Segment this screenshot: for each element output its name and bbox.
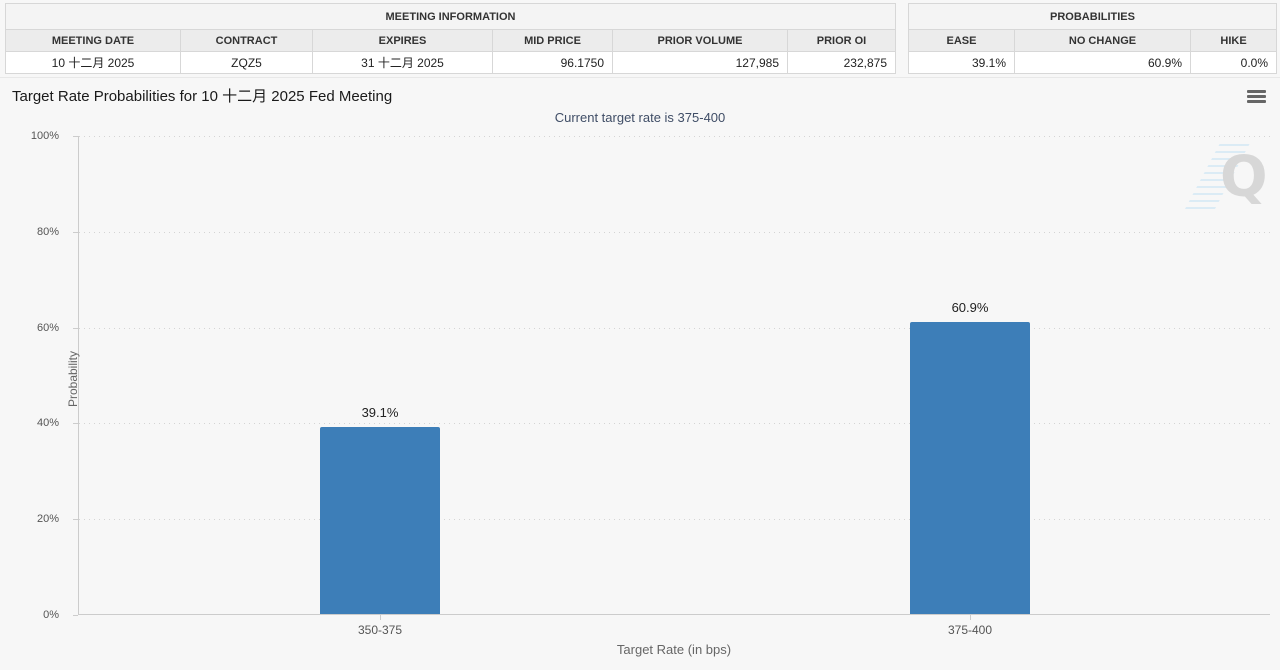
hike-value: 0.0% [1189,51,1278,74]
contract-value: ZQZ5 [180,51,313,74]
ytick-80: 80% [36,225,59,238]
hamburger-menu-icon[interactable] [1247,90,1266,103]
ytick-100: 100% [30,130,59,142]
expires-value: 31 十二月 2025 [312,51,493,74]
meeting-information-row: 10 十二月 2025 ZQZ5 31 十二月 2025 96.1750 127… [5,51,896,74]
gridline-100 [79,136,1271,137]
ytick-20: 20% [36,513,59,526]
col-header-ease: EASE [908,29,1015,52]
ytick-0: 0% [43,609,59,621]
bar-value-label: 60.9% [951,300,989,315]
meeting-information-table: MEETING INFORMATION MEETING DATE CONTRAC… [5,3,896,74]
bar-column-375-400: 60.9% [910,135,1030,614]
gridline-20 [79,519,1271,521]
chart-title: Target Rate Probabilities for 10 十二月 202… [12,88,393,105]
ytick-40: 40% [36,417,59,430]
xcat-375-400: 375-400 [947,623,993,637]
bar-value-label: 39.1% [361,405,399,420]
meeting-information-title: MEETING INFORMATION [5,3,896,30]
bar-350-375[interactable] [320,427,440,614]
col-header-expires: EXPIRES [312,29,493,52]
no-change-value: 60.9% [1014,51,1191,74]
plot-area: 100% 80% 60% 40% 20% 0% Probability 39.1… [31,130,1271,637]
watermark-q-letter: Q [1220,145,1268,210]
ytick-60: 60% [36,321,59,334]
probabilities-row: 39.1% 60.9% 0.0% [908,51,1278,74]
col-header-mid-price: MID PRICE [492,29,613,52]
y-axis-title: Probability [66,350,80,408]
gridline-60 [79,327,1271,329]
col-header-no-change: NO CHANGE [1014,29,1191,52]
tables-chart-divider [0,77,1280,78]
probabilities-table: PROBABILITIES EASE NO CHANGE HIKE 39.1% … [907,3,1278,74]
col-header-contract: CONTRACT [180,29,313,52]
col-header-prior-oi: PRIOR OI [787,29,896,52]
prior-oi-value: 232,875 [787,51,896,74]
probabilities-title: PROBABILITIES [907,3,1278,30]
ease-value: 39.1% [908,51,1015,74]
col-header-meeting-date: MEETING DATE [5,29,181,52]
col-header-prior-volume: PRIOR VOLUME [612,29,788,52]
gridline-80 [79,231,1271,233]
bar-375-400[interactable] [910,322,1030,614]
mid-price-value: 96.1750 [492,51,613,74]
xcat-350-375: 350-375 [357,623,403,637]
col-header-hike: HIKE [1189,29,1278,52]
bar-column-350-375: 39.1% [320,135,440,614]
gridline-40 [79,423,1271,425]
x-axis-title: Target Rate (in bps) [616,642,732,657]
prior-volume-value: 127,985 [612,51,788,74]
chart-subtitle: Current target rate is 375-400 [554,110,726,125]
meeting-date-value: 10 十二月 2025 [5,51,181,74]
quikstrike-watermark: Q [1184,140,1278,218]
